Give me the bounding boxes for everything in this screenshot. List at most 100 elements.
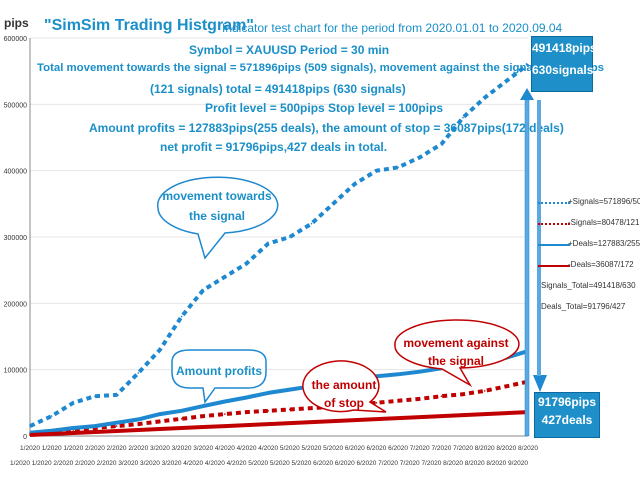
legend-label: +Deals=127883/255	[568, 239, 640, 248]
data-point	[137, 423, 140, 425]
data-point	[224, 400, 226, 403]
data-point	[245, 396, 248, 399]
data-point	[180, 427, 183, 429]
x-tick-label: 6/2020	[388, 445, 408, 452]
data-point	[310, 222, 313, 225]
legend-swatch	[538, 265, 570, 267]
data-point	[505, 412, 508, 414]
data-point	[289, 408, 291, 411]
data-point	[245, 424, 248, 426]
x-tick-label: 3/2020	[150, 445, 170, 452]
data-point	[397, 373, 399, 376]
bubble-amount-of-stop	[302, 360, 387, 413]
data-point	[267, 242, 269, 245]
data-point	[353, 183, 356, 185]
x-tick-label: 1/2020	[42, 445, 62, 452]
data-point	[94, 425, 96, 427]
x-tick-label: 7/2020	[378, 460, 398, 467]
data-point	[115, 430, 118, 432]
data-point	[50, 433, 53, 435]
x-tick-label: 7/2020	[453, 445, 473, 452]
data-point	[159, 428, 161, 430]
x-tick-label: 2/2020	[75, 460, 95, 467]
legend-label: Deals_Total=91796/427	[541, 302, 626, 311]
data-point	[332, 420, 334, 422]
symbol-line: Symbol = XAUUSD Period = 30 min	[189, 43, 390, 57]
x-tick-label: 5/2020	[323, 445, 343, 452]
app-title: "SimSim Trading Histgram"	[44, 17, 254, 34]
data-point	[115, 425, 118, 427]
bubble-movement-towards-text: movement towards the signal	[162, 189, 272, 223]
callout-deal-count: 427deals	[541, 413, 593, 427]
data-point	[483, 413, 486, 415]
data-point	[50, 415, 53, 417]
data-point	[375, 418, 378, 420]
x-tick-label: 4/2020	[258, 445, 278, 452]
x-tick-label: 6/2020	[356, 460, 376, 467]
data-point	[397, 417, 399, 419]
legend-label: Signals_Total=491418/630	[541, 281, 636, 290]
y-tick-label: 600000	[4, 36, 27, 43]
legend-swatch	[538, 202, 570, 204]
data-point	[397, 400, 399, 402]
x-tick-label: 4/2020	[237, 445, 257, 452]
data-point	[224, 276, 226, 278]
data-point	[50, 429, 53, 432]
x-tick-label: 6/2020	[345, 445, 365, 452]
data-point	[375, 169, 378, 172]
data-point	[418, 398, 421, 400]
x-tick-label: 2/2020	[53, 460, 73, 467]
data-point	[483, 390, 486, 392]
data-point	[418, 156, 421, 159]
data-point	[202, 405, 205, 407]
x-tick-label: 3/2020	[140, 460, 160, 467]
data-point	[94, 431, 96, 433]
legend-label: -Deals=36087/172	[568, 260, 634, 269]
data-point	[505, 80, 508, 82]
bubble-movement-towards	[156, 176, 279, 260]
data-point	[289, 388, 291, 391]
bubble-amount-of-stop-text: the amount of stop	[311, 378, 377, 410]
data-point	[159, 420, 161, 423]
bubble-movement-against	[394, 319, 520, 388]
y-tick-label: 200000	[4, 301, 27, 308]
x-tick-label: 3/2020	[193, 445, 213, 452]
x-tick-label: 5/2020	[248, 460, 268, 467]
data-point	[137, 372, 140, 374]
y-tick-labels: 0 100000 200000 300000 400000 500000 600000	[4, 36, 27, 441]
data-point	[245, 262, 248, 265]
x-tick-label: 3/2020	[172, 445, 192, 452]
data-point	[462, 393, 464, 396]
callout-total-signal-count: 630signals	[532, 63, 594, 77]
y-tick-label: 0	[23, 434, 27, 441]
data-point	[29, 434, 31, 436]
callout-total-signals: 491418pips 630signals	[531, 36, 597, 92]
x-tick-label: 5/2020	[302, 445, 322, 452]
x-tick-label: 7/2020	[400, 460, 420, 467]
callout-total-pips: 491418pips	[532, 41, 597, 55]
data-point	[397, 166, 399, 169]
x-tick-label: 1/2020	[63, 445, 83, 452]
series-line-1	[29, 379, 529, 436]
data-point	[180, 315, 183, 318]
x-tick-label: 5/2020	[280, 445, 300, 452]
data-point	[137, 429, 140, 431]
vertical-arrow	[520, 88, 547, 437]
x-tick-label: 8/2020	[475, 445, 495, 452]
x-tick-label: 2/2020	[128, 445, 148, 452]
x-tick-label: 2/2020	[107, 445, 127, 452]
data-point	[527, 63, 529, 66]
data-point	[505, 385, 508, 388]
series-line-3	[29, 410, 529, 437]
x-tick-label: 3/2020	[162, 460, 182, 467]
y-tick-label: 400000	[4, 169, 27, 176]
chart-subtitle: Indicator test chart for the period from…	[222, 21, 563, 35]
data-point	[440, 415, 443, 417]
x-tick-label: 6/2020	[366, 445, 386, 452]
x-tick-label: 4/2020	[183, 460, 203, 467]
legend-swatch	[538, 223, 570, 225]
legend-label: +Signals=571896/509	[568, 197, 640, 206]
legend-label: -Signals=80478/121	[568, 218, 640, 227]
data-point	[418, 416, 421, 418]
data-point	[245, 411, 248, 413]
